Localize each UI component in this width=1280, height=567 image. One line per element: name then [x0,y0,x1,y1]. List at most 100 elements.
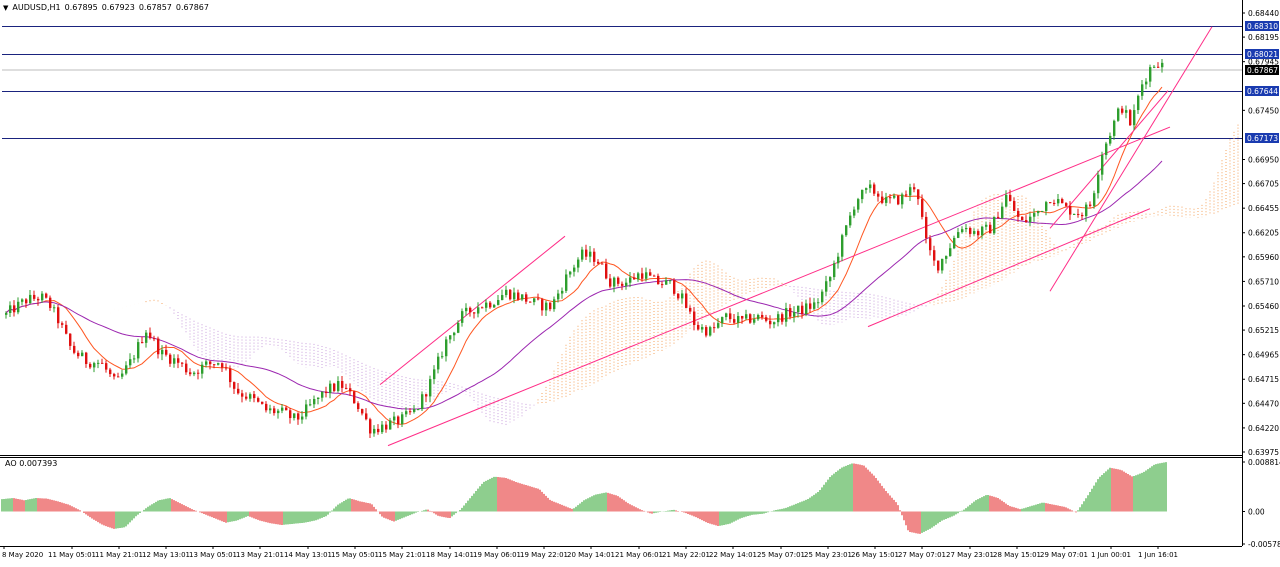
time-tick-label: 21 May 22:01 [662,551,710,559]
candle-bear [229,368,232,383]
candle-bear [605,263,608,279]
level-badges: 0.68310 0.68021 0.67644 0.67173 0.67867 [1245,21,1279,143]
candle-bear [49,297,52,308]
candle-bear [177,358,180,363]
candle-bull [429,379,432,397]
candle-bull [869,184,872,189]
candle-bear [365,413,368,420]
candle-bull [497,300,500,305]
candle-bull [1145,81,1148,85]
candle-bear [113,374,116,377]
candle-bull [401,414,404,425]
price-tick-label: 0.65215 [1248,326,1279,335]
candle-bull [277,410,280,414]
candle-bull [381,424,384,433]
candle-bull [249,394,252,399]
candle-bull [453,332,456,336]
candle-bull [29,294,32,304]
candle-bear [37,298,40,301]
candle-bull [465,307,468,312]
candle-bear [729,313,732,320]
candle-bear [921,199,924,217]
candle-bear [13,305,16,313]
candle-bear [925,216,928,239]
candle-bear [257,398,260,402]
time-tick-label: 11 May 21:01 [95,551,143,559]
candle-bear [69,333,72,346]
candle-bear [85,352,88,364]
candle-bull [665,280,668,285]
candle-bull [993,216,996,234]
candle-bear [181,362,184,364]
candle-bear [509,289,512,300]
time-tick-label: 25 May 23:01 [804,551,852,559]
candle-bear [937,260,940,271]
ao-indicator-label: AO 0.007393 [5,459,57,469]
candle-bull [97,362,100,364]
candle-bull [93,363,96,368]
time-tick-label: 28 May 15:01 [993,551,1041,559]
candle-bull [589,251,592,257]
close-price: 0.67867 [175,3,209,12]
candle-bear [597,261,600,264]
candle-bull [1057,199,1060,204]
candle-bull [777,314,780,323]
candle-bull [269,408,272,411]
candle-bear [253,394,256,399]
candle-bear [633,277,636,280]
candle-bear [1021,216,1024,221]
candle-bear [149,332,152,339]
time-tick-label: 20 May 14:01 [567,551,615,559]
time-tick-label: 12 May 13:01 [142,551,190,559]
candle-bull [145,332,148,343]
candle-bear [489,302,492,308]
price-axis: 0.68440 0.68195 0.67945 0.67450 0.66950 0.667… [1242,9,1279,457]
candle-bear [997,216,1000,219]
candle-bull [1085,204,1088,217]
candle-bull [417,409,420,411]
price-tick-label: 0.66950 [1248,155,1279,164]
candle-bear [601,263,604,265]
candle-bull [845,225,848,236]
candle-bear [537,298,540,300]
candles [5,58,1164,439]
candle-bear [877,193,880,197]
time-tick-label: 19 May 06:01 [473,551,521,559]
low-price: 0.67857 [138,3,172,12]
candle-bull [161,349,164,355]
candle-bear [213,364,216,366]
candle-bear [781,314,784,322]
price-tick-label: 0.66455 [1248,204,1279,213]
candle-bull [445,339,448,357]
candle-bear [529,301,532,303]
candle-bull [901,194,904,205]
candle-bear [905,194,908,196]
candle-bear [325,391,328,394]
candle-bull [857,199,860,210]
candle-bear [525,294,528,302]
candle-bull [701,327,704,330]
candle-bear [889,197,892,199]
candle-bear [297,413,300,420]
price-tick-label: 0.68440 [1248,9,1279,18]
candle-bear [1089,204,1092,206]
candle-bear [61,323,64,325]
dropdown-triangle-icon[interactable]: ▼ [3,4,9,12]
candle-bull [821,291,824,303]
time-tick-label: 13 May 21:01 [236,551,284,559]
candle-bear [397,416,400,425]
candle-bear [345,387,348,389]
candle-bull [21,299,24,302]
candle-bear [809,303,812,309]
time-tick-label: 19 May 22:01 [520,551,568,559]
candle-bull [457,322,460,333]
time-tick-label: 25 May 07:01 [757,551,805,559]
candle-bull [833,263,836,278]
candle-bull [569,271,572,275]
candle-bear [237,388,240,394]
time-tick-label: 11 May 05:01 [48,551,96,559]
candle-bull [953,237,956,249]
candle-bear [469,307,472,313]
